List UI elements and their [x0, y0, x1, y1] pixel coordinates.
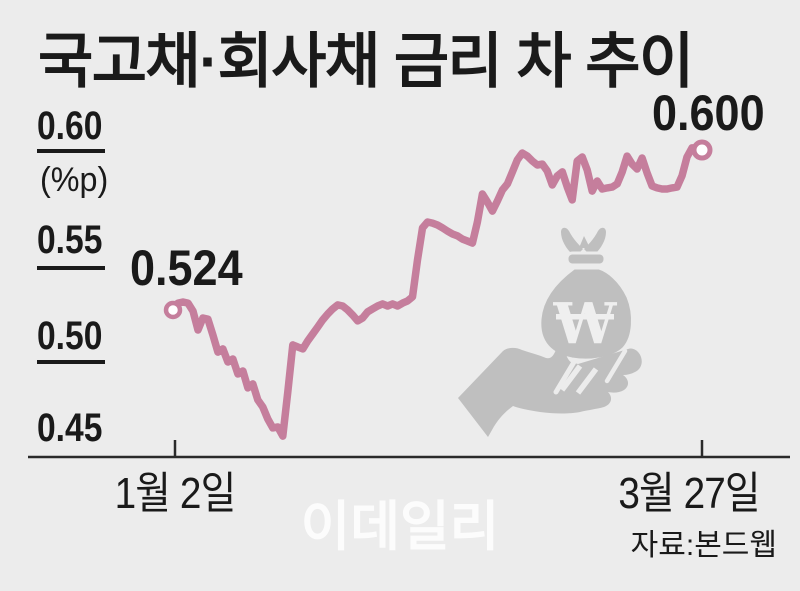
hand-white-gaps — [553, 348, 628, 395]
y-tick-label-055: 0.55 — [37, 218, 103, 262]
x-tick-label-jan2: 1월 2일 — [114, 469, 237, 518]
chart-title: 국고채·회사채 금리 차 추이 — [38, 28, 694, 95]
won-symbol: W — [553, 291, 618, 357]
end-point-marker — [691, 139, 713, 161]
start-value-label: 0.524 — [130, 240, 243, 296]
end-value-label: 0.600 — [652, 85, 765, 141]
start-point-marker — [163, 300, 183, 320]
y-tick-underline-055 — [37, 266, 105, 270]
x-tick-label-mar27: 3월 27일 — [618, 469, 760, 518]
y-tick-label-050: 0.50 — [37, 314, 103, 358]
won-bar — [556, 314, 614, 320]
money-bag-in-hand-icon: W — [458, 227, 642, 437]
y-tick-underline-060 — [37, 149, 105, 153]
hand-icon — [458, 346, 642, 437]
watermark-logo-text: 이데일리 — [300, 497, 500, 557]
y-axis-unit-label: (%p) — [40, 161, 109, 199]
banknote-slashes — [559, 364, 599, 395]
bag-tie-right — [584, 227, 606, 257]
source-label: 자료:본드웹 — [630, 529, 777, 562]
y-tick-underline-050 — [37, 360, 105, 364]
bag-tie-left — [561, 227, 583, 257]
bag-neck-band — [565, 251, 607, 267]
spread-line — [169, 144, 706, 440]
y-tick-label-045: 0.45 — [37, 406, 103, 450]
y-tick-label-060: 0.60 — [37, 104, 103, 148]
bag-tie-mid — [579, 236, 590, 248]
